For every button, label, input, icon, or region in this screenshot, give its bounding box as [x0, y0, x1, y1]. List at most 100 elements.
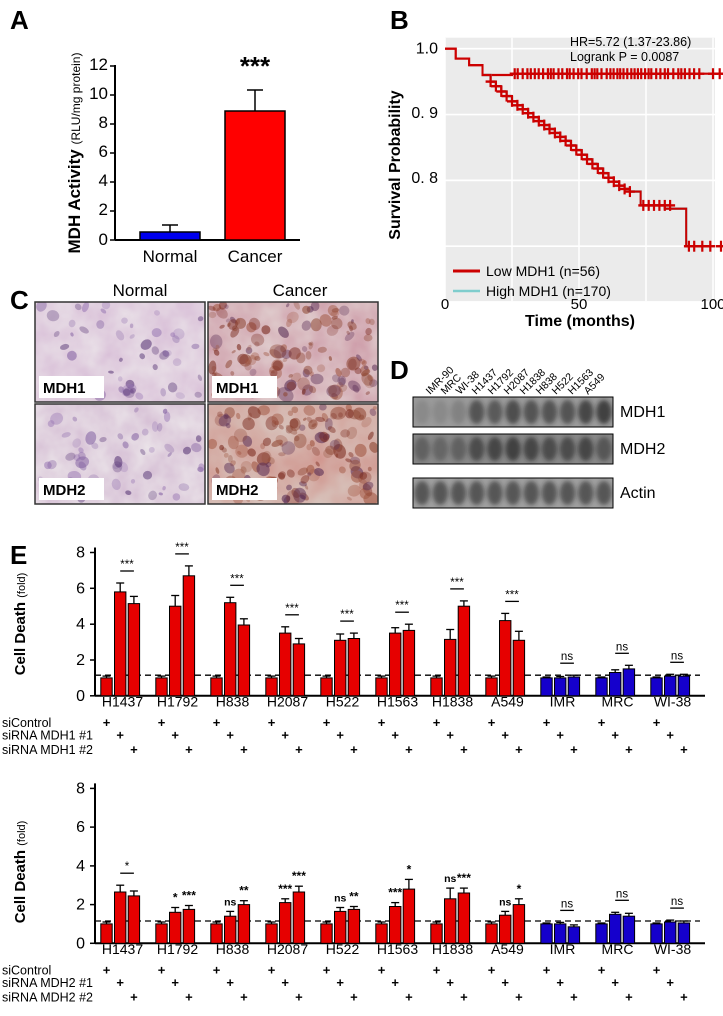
svg-text:+: +: [116, 975, 124, 990]
svg-text:MDH1: MDH1: [43, 380, 86, 397]
svg-text:+: +: [653, 962, 661, 977]
svg-text:+: +: [598, 715, 606, 730]
svg-text:***: ***: [505, 589, 519, 601]
svg-text:+: +: [570, 989, 578, 1004]
svg-text:siRNA MDH2 #1: siRNA MDH2 #1: [2, 976, 93, 990]
svg-text:+: +: [556, 975, 564, 990]
svg-text:+: +: [515, 742, 523, 757]
svg-text:Normal: Normal: [113, 281, 168, 300]
svg-text:+: +: [556, 728, 564, 743]
svg-text:WI-38: WI-38: [654, 940, 692, 956]
svg-text:+: +: [185, 742, 193, 757]
svg-text:Cell Death (fold): Cell Death (fold): [12, 573, 29, 676]
svg-text:Normal: Normal: [143, 247, 198, 266]
svg-text:+: +: [130, 989, 138, 1004]
svg-text:H1563: H1563: [377, 940, 418, 956]
svg-text:ns: ns: [616, 641, 628, 653]
svg-text:MRC: MRC: [602, 940, 634, 956]
svg-text:+: +: [653, 715, 661, 730]
svg-text:+: +: [446, 728, 454, 743]
svg-text:+: +: [336, 728, 344, 743]
svg-text:+: +: [171, 975, 179, 990]
svg-text:+: +: [240, 989, 248, 1004]
svg-text:ns: ns: [224, 896, 236, 908]
svg-text:0: 0: [99, 230, 108, 249]
svg-text:***: ***: [292, 869, 306, 883]
svg-text:8: 8: [76, 545, 85, 562]
svg-text:***: ***: [278, 881, 292, 895]
svg-text:***: ***: [230, 573, 244, 585]
svg-text:***: ***: [395, 600, 409, 612]
svg-text:H1563: H1563: [377, 694, 418, 710]
svg-text:0. 9: 0. 9: [411, 105, 438, 122]
svg-text:+: +: [158, 962, 166, 977]
svg-text:MDH2: MDH2: [620, 441, 665, 458]
svg-text:+: +: [611, 975, 619, 990]
svg-text:MDH1: MDH1: [620, 404, 665, 421]
svg-text:+: +: [598, 962, 606, 977]
svg-text:***: ***: [450, 577, 464, 589]
svg-text:+: +: [336, 975, 344, 990]
svg-text:100: 100: [700, 296, 723, 313]
svg-text:MDH Activity (RLU/mg protein): MDH Activity (RLU/mg protein): [65, 53, 84, 254]
svg-text:H522: H522: [326, 940, 360, 956]
svg-text:+: +: [323, 715, 331, 730]
svg-text:4: 4: [76, 857, 85, 874]
svg-text:2: 2: [76, 896, 85, 913]
svg-text:ns: ns: [561, 651, 573, 663]
svg-text:ns: ns: [561, 898, 573, 910]
svg-text:MRC: MRC: [602, 694, 634, 710]
svg-text:MDH2: MDH2: [43, 482, 86, 499]
svg-text:4: 4: [99, 171, 108, 190]
svg-text:Cancer: Cancer: [273, 281, 328, 300]
svg-text:+: +: [666, 728, 674, 743]
svg-text:12: 12: [89, 55, 108, 74]
svg-text:*: *: [517, 881, 522, 895]
svg-text:***: ***: [340, 609, 354, 621]
svg-text:H838: H838: [216, 940, 250, 956]
svg-text:***: ***: [182, 888, 196, 902]
svg-text:H2087: H2087: [267, 694, 308, 710]
svg-text:A549: A549: [491, 940, 524, 956]
svg-text:A549: A549: [491, 694, 524, 710]
svg-text:+: +: [130, 742, 138, 757]
svg-text:+: +: [543, 715, 551, 730]
svg-text:0: 0: [76, 688, 85, 705]
svg-text:H2087: H2087: [267, 940, 308, 956]
svg-text:+: +: [543, 962, 551, 977]
svg-text:+: +: [103, 962, 111, 977]
svg-text:*: *: [407, 862, 412, 876]
svg-text:High MDH1 (n=170): High MDH1 (n=170): [486, 283, 611, 299]
svg-text:*: *: [125, 861, 130, 873]
svg-text:+: +: [350, 742, 358, 757]
svg-text:+: +: [460, 742, 468, 757]
svg-text:+: +: [213, 962, 221, 977]
svg-text:ns: ns: [616, 888, 628, 900]
svg-text:MDH1: MDH1: [216, 380, 259, 397]
svg-text:H1838: H1838: [432, 940, 473, 956]
svg-text:+: +: [171, 728, 179, 743]
svg-text:+: +: [515, 989, 523, 1004]
svg-text:+: +: [378, 715, 386, 730]
svg-text:+: +: [295, 742, 303, 757]
svg-text:ns: ns: [334, 892, 346, 904]
svg-text:+: +: [405, 742, 413, 757]
svg-text:0. 8: 0. 8: [411, 170, 438, 187]
svg-text:Logrank P = 0.0087: Logrank P = 0.0087: [570, 50, 679, 64]
svg-text:+: +: [501, 728, 509, 743]
svg-text:Survival Probability: Survival Probability: [387, 90, 404, 239]
svg-text:siRNA MDH2 #2: siRNA MDH2 #2: [2, 990, 93, 1004]
svg-text:+: +: [103, 715, 111, 730]
svg-text:***: ***: [457, 871, 471, 885]
svg-text:Low MDH1 (n=56): Low MDH1 (n=56): [486, 263, 600, 279]
svg-text:H1437: H1437: [102, 940, 143, 956]
svg-text:10: 10: [89, 84, 108, 103]
svg-text:IMR: IMR: [550, 694, 576, 710]
svg-text:+: +: [226, 728, 234, 743]
svg-text:Actin: Actin: [620, 485, 656, 502]
svg-text:***: ***: [240, 51, 271, 81]
svg-text:ns: ns: [499, 896, 511, 908]
svg-text:+: +: [391, 728, 399, 743]
svg-text:2: 2: [99, 200, 108, 219]
svg-text:**: **: [239, 883, 249, 897]
